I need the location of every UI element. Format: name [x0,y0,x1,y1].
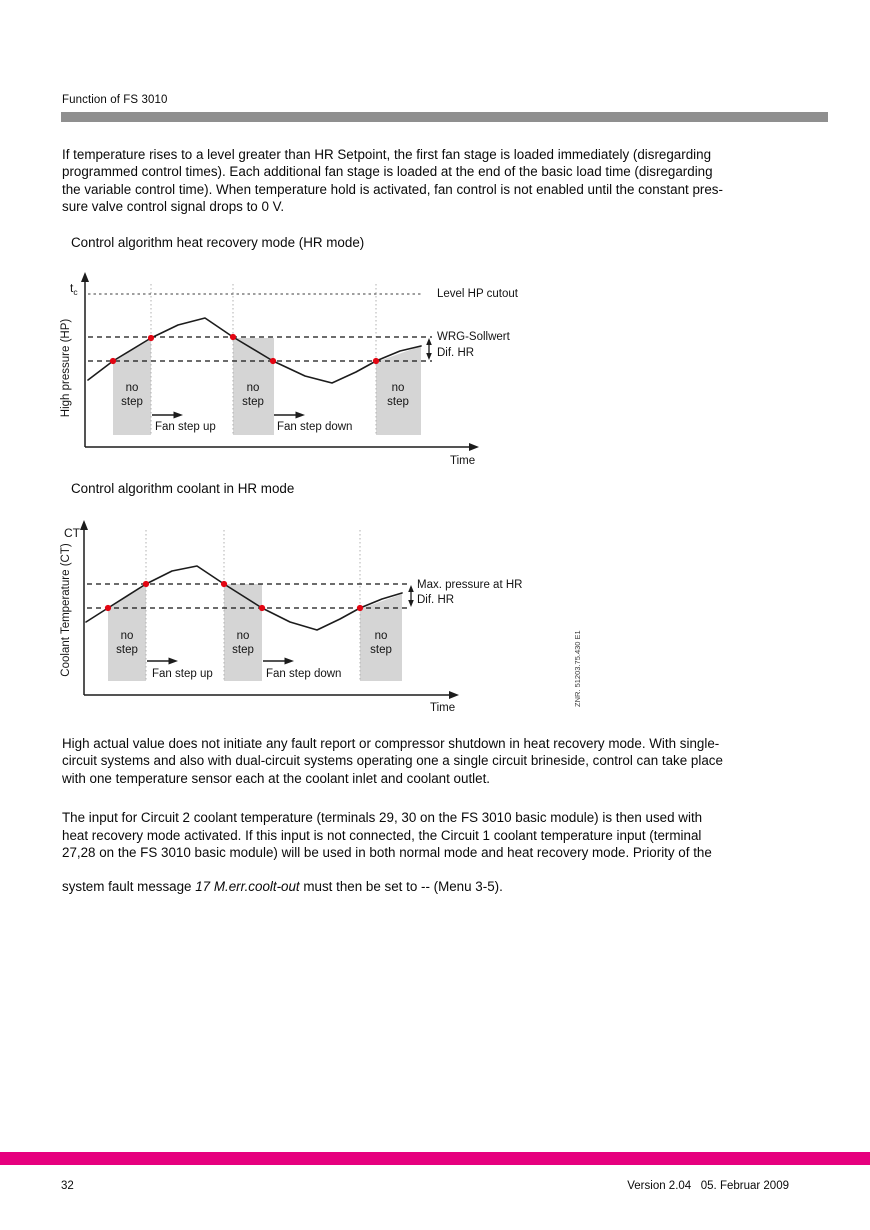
footer-accent-bar [0,1152,870,1165]
diagram-coolant-control: CT Max. pressure at HR Dif. HR no step no… [60,520,582,714]
ct-label: CT [64,526,81,540]
switch-point-dots [104,580,364,612]
y-axis-arrow [81,272,89,282]
diff-hr-label: Dif. HR [437,347,474,359]
no-step-labels: no step no step no step [116,630,392,656]
fan-step-down-arrow [274,411,305,419]
diff-hr-arrow [426,338,432,360]
x-axis-arrow [449,691,459,699]
paragraph-2: High actual value does not initiate any … [62,736,723,786]
paragraph-3-last-line: system fault message 17 M.err.coolt-out … [62,879,503,895]
svg-text:step: step [232,644,254,656]
y-axis-title: High pressure (HP) [60,319,72,418]
page-header-title: Function of FS 3010 [62,94,168,106]
fault-message-name: 17 M.err.coolt-out [195,879,300,895]
fan-step-up-label: Fan step up [155,421,216,433]
svg-text:step: step [370,644,392,656]
fan-step-up-label: Fan step up [152,668,213,680]
fan-step-up-arrow [152,411,183,419]
page-number: 32 [61,1180,74,1192]
diagram-hp-control: tc Level HP cutout WRG-Sollwert Dif. HR … [60,272,519,467]
fan-step-down-arrow [263,657,294,665]
axes [84,280,471,448]
no-step-box-1 [113,339,151,435]
time-axis-label: Time [450,455,475,467]
level-hp-cutout-label: Level HP cutout [437,288,519,300]
diagram2-caption: Control algorithm coolant in HR mode [71,481,295,496]
no-step-box-3 [360,594,402,681]
diagram1-caption: Control algorithm heat recovery mode (HR… [71,235,365,250]
no-step-labels: no step no step no step [121,382,409,408]
y-axis-title: Coolant Temperature (CT) [60,543,72,677]
x-axis-arrow [469,443,479,451]
fan-step-down-label: Fan step down [277,421,352,433]
paragraph-1: If temperature rises to a level greater … [62,147,723,214]
diff-hr-label: Dif. HR [417,594,454,606]
dotted-guides [145,530,361,681]
svg-text:no: no [121,630,134,642]
svg-text:no: no [237,630,250,642]
svg-text:no: no [126,382,139,394]
svg-text:no: no [392,382,405,394]
svg-text:no: no [375,630,388,642]
axes [83,528,451,696]
paragraph-3: The input for Circuit 2 coolant temperat… [62,792,824,913]
tc-label: tc [70,281,78,297]
no-step-box-2 [233,338,274,435]
y-axis-arrow [80,520,88,530]
paragraph-3-lines: The input for Circuit 2 coolant temperat… [62,810,712,860]
svg-text:step: step [242,396,264,408]
time-axis-label: Time [430,702,455,714]
drawing-number: ZNR. 51203.75.430 E1 [573,630,582,707]
svg-text:step: step [121,396,143,408]
fan-step-up-arrow [147,657,178,665]
version-info: Version 2.04 05. Februar 2009 [627,1180,789,1192]
header-rule [61,112,828,122]
svg-text:step: step [116,644,138,656]
switch-point-dots [109,333,380,365]
no-step-box-1 [108,585,146,681]
fan-step-down-label: Fan step down [266,668,341,680]
no-step-box-3 [376,346,421,435]
svg-text:step: step [387,396,409,408]
max-pressure-label: Max. pressure at HR [417,579,522,591]
svg-text:no: no [247,382,260,394]
no-step-box-2 [224,584,262,681]
wrg-setpoint-label: WRG-Sollwert [437,331,511,343]
diff-hr-arrow [408,585,414,607]
